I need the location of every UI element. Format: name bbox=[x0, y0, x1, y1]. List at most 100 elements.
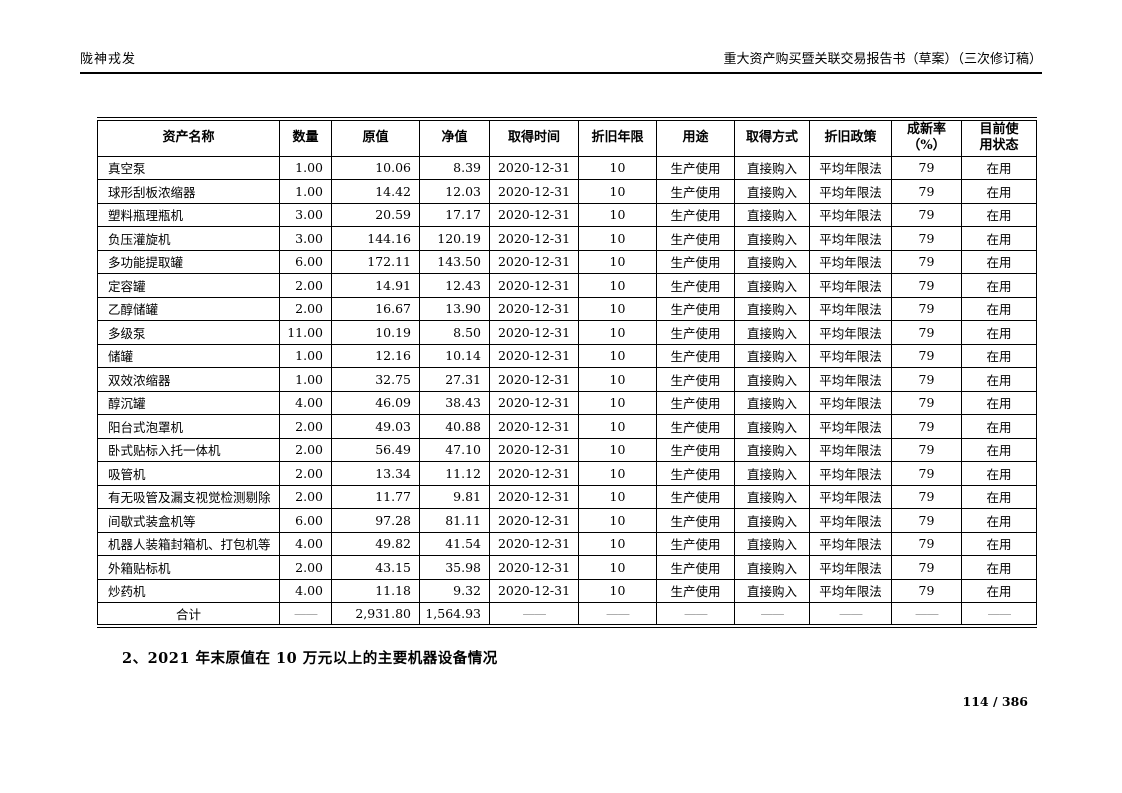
table-cell: 79 bbox=[891, 155, 962, 180]
table-cell: 120.19 bbox=[419, 226, 490, 251]
table-cell: 阳台式泡罩机 bbox=[97, 414, 280, 439]
table-cell: 卧式贴标入托一体机 bbox=[97, 437, 280, 462]
table-cell: 2.00 bbox=[279, 296, 332, 321]
table-cell: 平均年限法 bbox=[809, 555, 892, 580]
total-cell: —— bbox=[578, 602, 657, 627]
table-cell: 38.43 bbox=[419, 390, 490, 415]
table-cell: 46.09 bbox=[331, 390, 420, 415]
table-cell: 吸管机 bbox=[97, 461, 280, 486]
table-cell: 10 bbox=[578, 155, 657, 180]
table-cell: 直接购入 bbox=[734, 179, 810, 204]
table-cell: 在用 bbox=[961, 508, 1037, 533]
table-cell: 79 bbox=[891, 390, 962, 415]
table-cell: 56.49 bbox=[331, 437, 420, 462]
table-cell: 在用 bbox=[961, 367, 1037, 392]
table-cell: 在用 bbox=[961, 461, 1037, 486]
table-cell: 在用 bbox=[961, 155, 1037, 180]
table-cell: 10.19 bbox=[331, 320, 420, 345]
table-cell: 8.50 bbox=[419, 320, 490, 345]
table-cell: 17.17 bbox=[419, 202, 490, 227]
report-title: 重大资产购买暨关联交易报告书（草案）（三次修订稿） bbox=[723, 52, 1042, 67]
table-cell: 在用 bbox=[961, 202, 1037, 227]
table-row: 炒药机 4.00 11.18 9.32 2020-12-31 10 生产使用 直接购入 平均年限… bbox=[97, 578, 1037, 603]
table-cell: 3.00 bbox=[279, 202, 332, 227]
table-cell: 直接购入 bbox=[734, 155, 810, 180]
table-cell: 3.00 bbox=[279, 226, 332, 251]
table-cell: 10 bbox=[578, 296, 657, 321]
table-cell: 真空泵 bbox=[97, 155, 280, 180]
table-cell: 10 bbox=[578, 320, 657, 345]
table-cell: 2020-12-31 bbox=[489, 296, 579, 321]
table-cell: 2020-12-31 bbox=[489, 155, 579, 180]
table-cell: 10 bbox=[578, 343, 657, 368]
table-cell: 10 bbox=[578, 484, 657, 509]
table-cell: 2020-12-31 bbox=[489, 249, 579, 274]
table-row: 卧式贴标入托一体机 2.00 56.49 47.10 2020-12-31 10 生产使用直… bbox=[97, 437, 1037, 462]
table-cell: 6.00 bbox=[279, 249, 332, 274]
table-cell: 生产使用 bbox=[656, 202, 735, 227]
table-cell: 双效浓缩器 bbox=[97, 367, 280, 392]
table-cell: 平均年限法 bbox=[809, 484, 892, 509]
table-cell: 在用 bbox=[961, 390, 1037, 415]
table-cell: 2020-12-31 bbox=[489, 179, 579, 204]
column-header: 折旧政策 bbox=[809, 118, 892, 157]
column-header: 用途 bbox=[656, 118, 735, 157]
total-row: 合计 —— 2,931.80 1,564.93 —— —— —— —— —— —— —— bbox=[97, 602, 1037, 627]
table-cell: 平均年限法 bbox=[809, 249, 892, 274]
table-cell: 醇沉罐 bbox=[97, 390, 280, 415]
table-cell: 14.42 bbox=[331, 179, 420, 204]
total-cell: —— bbox=[279, 602, 332, 627]
table-cell: 间歇式装盒机等 bbox=[97, 508, 280, 533]
table-row: 储罐 1.00 12.16 10.14 2020-12-31 10 生产使用 直接购入 平均年限… bbox=[97, 343, 1037, 368]
table-cell: 球形刮板浓缩器 bbox=[97, 179, 280, 204]
column-header: 取得时间 bbox=[489, 118, 579, 157]
table-cell: 79 bbox=[891, 508, 962, 533]
table-cell: 生产使用 bbox=[656, 273, 735, 298]
table-cell: 平均年限法 bbox=[809, 367, 892, 392]
table-cell: 机器人装箱封箱机、打包机等 bbox=[97, 531, 280, 556]
table-cell: 生产使用 bbox=[656, 414, 735, 439]
table-cell: 79 bbox=[891, 414, 962, 439]
table-cell: 直接购入 bbox=[734, 508, 810, 533]
table-row: 真空泵 1.00 10.06 8.39 2020-12-31 10 生产使用 直接购入 平均年限… bbox=[97, 155, 1037, 180]
table-cell: 10 bbox=[578, 461, 657, 486]
table-cell: 平均年限法 bbox=[809, 296, 892, 321]
table-cell: 生产使用 bbox=[656, 508, 735, 533]
table-cell: 直接购入 bbox=[734, 343, 810, 368]
table-cell: 2020-12-31 bbox=[489, 484, 579, 509]
table-cell: 2020-12-31 bbox=[489, 555, 579, 580]
table-cell: 生产使用 bbox=[656, 226, 735, 251]
table-cell: 79 bbox=[891, 296, 962, 321]
table-cell: 16.67 bbox=[331, 296, 420, 321]
header-row: 资产名称 数量 原值 净值 取得时间 折旧年限 用途 取得方式 折旧政策 成新率 （%） 目前使 用… bbox=[97, 118, 1037, 157]
table-cell: 定容罐 bbox=[97, 273, 280, 298]
table-cell: 10 bbox=[578, 273, 657, 298]
column-header: 原值 bbox=[331, 118, 420, 157]
table-cell: 平均年限法 bbox=[809, 578, 892, 603]
table-cell: 平均年限法 bbox=[809, 320, 892, 345]
table-cell: 在用 bbox=[961, 226, 1037, 251]
column-header: 成新率 （%） bbox=[891, 118, 962, 157]
table-cell: 2020-12-31 bbox=[489, 273, 579, 298]
table-cell: 10 bbox=[578, 555, 657, 580]
total-cell: 合计 bbox=[97, 602, 280, 627]
table-cell: 生产使用 bbox=[656, 484, 735, 509]
table-cell: 生产使用 bbox=[656, 320, 735, 345]
table-cell: 79 bbox=[891, 202, 962, 227]
table-cell: 1.00 bbox=[279, 179, 332, 204]
table-cell: 平均年限法 bbox=[809, 179, 892, 204]
table-row: 醇沉罐 4.00 46.09 38.43 2020-12-31 10 生产使用 直接购入 平均年… bbox=[97, 390, 1037, 415]
table-cell: 43.15 bbox=[331, 555, 420, 580]
table-cell: 10 bbox=[578, 367, 657, 392]
table-row: 负压灌旋机 3.00 144.16 120.19 2020-12-31 10 生产使用 直接购… bbox=[97, 226, 1037, 251]
table-cell: 79 bbox=[891, 578, 962, 603]
table-cell: 2020-12-31 bbox=[489, 320, 579, 345]
table-cell: 平均年限法 bbox=[809, 461, 892, 486]
table-cell: 79 bbox=[891, 273, 962, 298]
table-cell: 14.91 bbox=[331, 273, 420, 298]
table-row: 多功能提取罐 6.00 172.11 143.50 2020-12-31 10 生产使用 直接… bbox=[97, 249, 1037, 274]
table-cell: 2.00 bbox=[279, 414, 332, 439]
running-header: 陇神戎发 重大资产购买暨关联交易报告书（草案）（三次修订稿） bbox=[80, 48, 1042, 74]
table-cell: 2020-12-31 bbox=[489, 343, 579, 368]
